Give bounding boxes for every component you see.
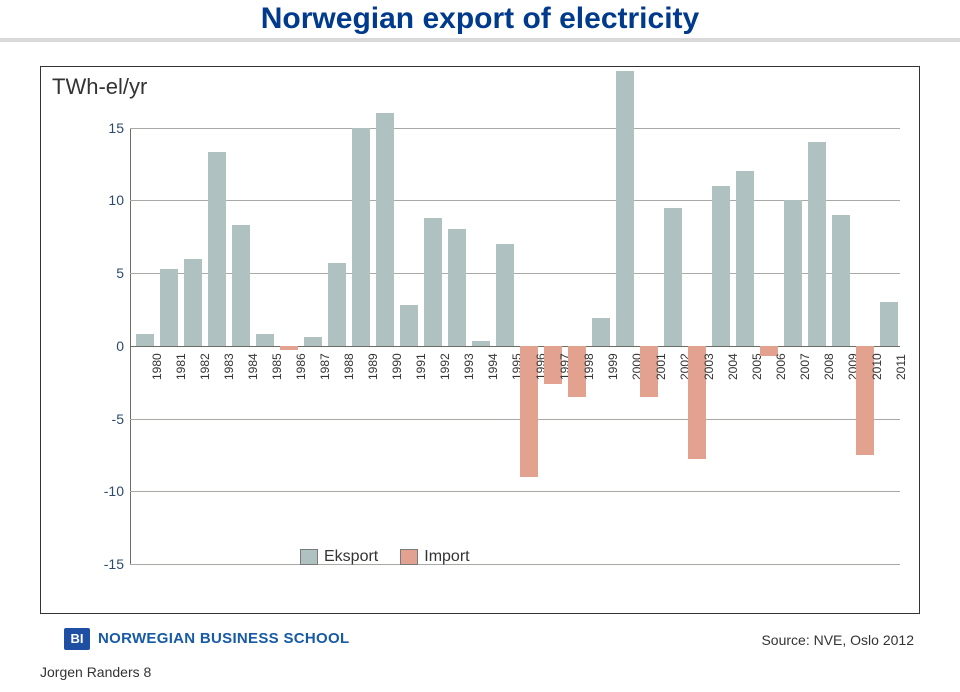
legend-item: Eksport — [300, 548, 378, 566]
gridline — [130, 491, 900, 492]
zero-axis — [130, 346, 900, 347]
gridline — [130, 564, 900, 565]
bar — [328, 263, 346, 346]
legend-swatch — [300, 549, 318, 565]
year-label: 1984 — [246, 353, 260, 380]
year-label: 1981 — [174, 353, 188, 380]
year-label: 1988 — [342, 353, 356, 380]
bar — [280, 346, 298, 350]
ytick-label: 0 — [94, 338, 124, 354]
bar — [256, 334, 274, 346]
year-label: 1987 — [318, 353, 332, 380]
year-label: 1991 — [414, 353, 428, 380]
year-label: 1992 — [438, 353, 452, 380]
chart-plot: -15-10-505101519801981198219831984198519… — [130, 84, 900, 564]
ytick-label: -10 — [94, 483, 124, 499]
ytick-label: 15 — [94, 120, 124, 136]
legend-label: Import — [424, 548, 469, 565]
year-label: 2005 — [750, 353, 764, 380]
bar — [232, 225, 250, 346]
author-text: Jorgen Randers 8 — [40, 664, 151, 680]
year-label: 1994 — [486, 353, 500, 380]
year-label: 2011 — [894, 354, 908, 380]
bar — [880, 302, 898, 346]
bar — [496, 244, 514, 346]
year-label: 1999 — [606, 353, 620, 380]
legend-swatch — [400, 549, 418, 565]
bar — [376, 113, 394, 346]
year-label: 1980 — [150, 353, 164, 380]
year-label: 1998 — [582, 353, 596, 380]
year-label: 1983 — [222, 353, 236, 380]
bar — [352, 128, 370, 346]
bar — [472, 341, 490, 345]
year-label: 2007 — [798, 353, 812, 380]
ytick-label: -5 — [94, 411, 124, 427]
year-label: 2008 — [822, 353, 836, 380]
ytick-label: -15 — [94, 556, 124, 572]
bar — [136, 334, 154, 346]
legend-label: Eksport — [324, 548, 378, 565]
year-label: 1993 — [462, 353, 476, 380]
year-label: 1989 — [366, 353, 380, 380]
ytick-label: 10 — [94, 192, 124, 208]
page-title: Norwegian export of electricity — [0, 2, 960, 36]
bi-logo: BI — [64, 628, 90, 650]
gridline — [130, 419, 900, 420]
legend-item: Import — [400, 548, 469, 566]
year-label: 1986 — [294, 353, 308, 380]
bar — [736, 171, 754, 346]
chart-legend: Eksport Import — [300, 548, 492, 566]
bar — [400, 305, 418, 346]
bar — [424, 218, 442, 346]
year-label: 1990 — [390, 353, 404, 380]
year-label: 2001 — [654, 353, 668, 380]
bar — [832, 215, 850, 346]
ytick-label: 5 — [94, 265, 124, 281]
bar — [184, 259, 202, 346]
header-rule — [0, 38, 960, 42]
bar — [160, 269, 178, 346]
school-name: NORWEGIAN BUSINESS SCHOOL — [98, 630, 349, 647]
year-label: 1985 — [270, 353, 284, 380]
bar — [664, 208, 682, 346]
bar — [616, 71, 634, 346]
source-text: Source: NVE, Oslo 2012 — [761, 632, 914, 648]
bar — [784, 200, 802, 345]
bar — [304, 337, 322, 346]
page-root: Norwegian export of electricity TWh-el/y… — [0, 0, 960, 692]
bar — [712, 186, 730, 346]
gridline — [130, 128, 900, 129]
bar — [592, 318, 610, 346]
bar — [208, 152, 226, 345]
year-label: 2003 — [702, 353, 716, 380]
year-label: 2006 — [774, 353, 788, 380]
year-label: 2004 — [726, 353, 740, 380]
footer: BI NORWEGIAN BUSINESS SCHOOL Source: NVE… — [0, 624, 960, 684]
bar — [448, 229, 466, 345]
year-label: 2010 — [870, 353, 884, 380]
year-label: 1982 — [198, 353, 212, 380]
bar — [808, 142, 826, 346]
